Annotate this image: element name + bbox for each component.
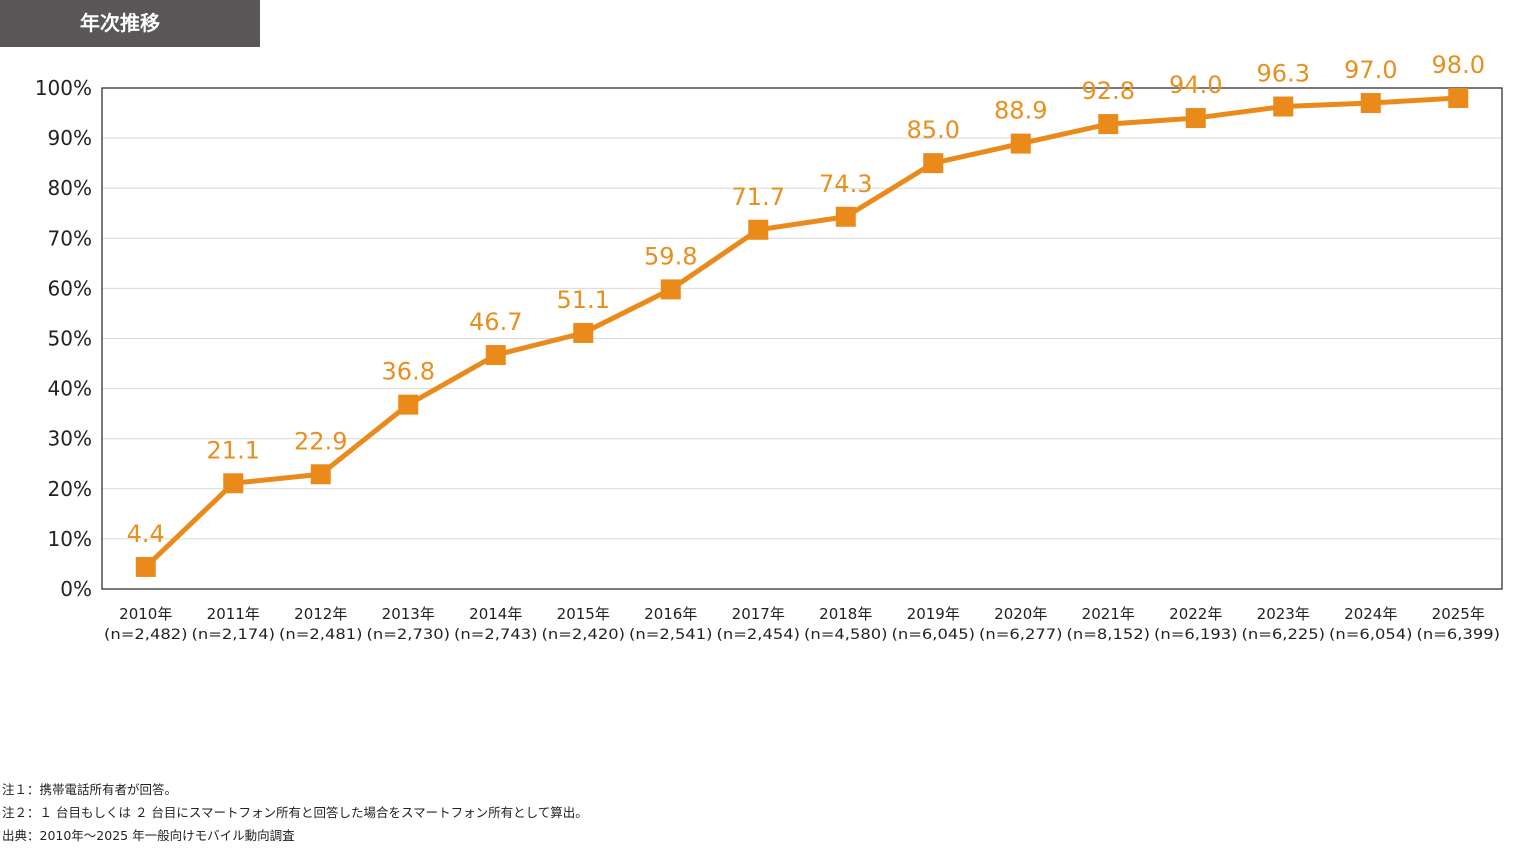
- x-tick-label-year: 2018年: [819, 605, 872, 623]
- x-tick-label-year: 2017年: [732, 605, 785, 623]
- y-tick-label: 10%: [48, 527, 92, 551]
- y-tick-label: 80%: [48, 176, 92, 200]
- data-label: 22.9: [294, 427, 347, 455]
- x-tick-label-year: 2014年: [469, 605, 522, 623]
- note-1: 注１：携帯電話所有者が回答。: [2, 782, 178, 797]
- x-tick-label-n: (n=2,743): [454, 627, 538, 643]
- plot-frame: [101, 87, 1503, 590]
- data-label: 92.8: [1082, 77, 1135, 105]
- series-line: [144, 95, 1459, 569]
- x-tick-label-n: (n=6,054): [1329, 627, 1413, 643]
- x-tick-label-n: (n=6,399): [1417, 627, 1501, 643]
- data-label: 51.1: [557, 286, 610, 314]
- x-tick-label-year: 2015年: [557, 605, 610, 623]
- line-chart: 0% 10% 20% 30% 40% 50% 60% 70% 80% 90% 100% 2010年 (n…: [35, 51, 1503, 643]
- data-point-marker: [135, 556, 156, 577]
- x-tick-label-year: 2019年: [907, 605, 960, 623]
- data-point-marker: [660, 279, 681, 300]
- data-label: 4.4: [127, 520, 165, 548]
- data-point-marker: [223, 473, 244, 494]
- x-tick-label-year: 2024年: [1344, 605, 1397, 623]
- data-label: 94.0: [1169, 71, 1222, 99]
- x-tick-label-n: (n=2,541): [629, 627, 713, 643]
- x-tick-label-year: 2012年: [294, 605, 347, 623]
- x-tick-label-n: (n=2,482): [104, 627, 188, 643]
- data-label: 36.8: [382, 358, 435, 386]
- data-point-marker: [1448, 88, 1469, 109]
- x-tick-label-n: (n=8,152): [1067, 627, 1151, 643]
- data-point-marker: [1185, 108, 1206, 129]
- x-tick-label-n: (n=6,193): [1154, 627, 1238, 643]
- source-note: 出典：2010年〜2025 年一般向けモバイル動向調査: [2, 828, 295, 843]
- x-tick-label-year: 2023年: [1257, 605, 1310, 623]
- y-tick-label: 30%: [48, 427, 92, 451]
- data-label: 96.3: [1257, 60, 1310, 88]
- x-tick-label-n: (n=2,454): [717, 627, 801, 643]
- y-tick-label: 20%: [48, 477, 92, 501]
- data-point-marker: [573, 322, 594, 343]
- x-tick-label-year: 2013年: [382, 605, 435, 623]
- data-label: 71.7: [732, 183, 785, 211]
- data-label: 85.0: [907, 116, 960, 144]
- x-tick-label-year: 2016年: [644, 605, 697, 623]
- data-label: 46.7: [469, 308, 522, 336]
- data-point-marker: [923, 153, 944, 174]
- data-point-marker: [310, 464, 331, 485]
- section-title-tab: 年次推移: [0, 0, 260, 47]
- x-tick-label-year: 2022年: [1169, 605, 1222, 623]
- x-tick-label-n: (n=6,225): [1242, 627, 1326, 643]
- data-point-marker: [398, 394, 419, 415]
- data-label: 97.0: [1344, 56, 1397, 84]
- data-point-marker: [1098, 114, 1119, 135]
- data-point-marker: [1360, 93, 1381, 114]
- x-tick-label-year: 2021年: [1082, 605, 1135, 623]
- y-tick-label: 70%: [48, 226, 92, 250]
- data-label: 21.1: [207, 436, 260, 464]
- x-tick-label-year: 2010年: [119, 605, 172, 623]
- x-tick-label-n: (n=2,174): [192, 627, 276, 643]
- x-tick-label-n: (n=2,730): [367, 627, 451, 643]
- x-tick-label-n: (n=4,580): [804, 627, 888, 643]
- x-tick-label-year: 2025年: [1432, 605, 1485, 623]
- data-point-marker: [485, 345, 506, 366]
- data-point-marker: [748, 219, 769, 240]
- x-tick-label-n: (n=6,045): [892, 627, 976, 643]
- x-tick-label-n: (n=2,420): [542, 627, 626, 643]
- x-tick-label-year: 2011年: [207, 605, 260, 623]
- data-label: 59.8: [644, 242, 697, 270]
- y-tick-label: 0%: [60, 577, 92, 601]
- y-tick-label: 90%: [48, 126, 92, 150]
- y-tick-label: 50%: [48, 327, 92, 351]
- x-tick-label-n: (n=2,481): [279, 627, 363, 643]
- data-label: 98.0: [1432, 51, 1485, 79]
- data-point-marker: [1010, 133, 1031, 154]
- data-point-marker: [835, 206, 856, 227]
- data-label: 88.9: [994, 97, 1047, 125]
- note-2: 注２：１ 台目もしくは ２ 台目にスマートフォン所有と回答した場合をスマートフォ…: [2, 805, 588, 820]
- data-point-marker: [1273, 96, 1294, 117]
- data-label: 74.3: [819, 170, 872, 198]
- x-tick-label-n: (n=6,277): [979, 627, 1063, 643]
- footnotes: 注１：携帯電話所有者が回答。 注２：１ 台目もしくは ２ 台目にスマートフォン所…: [2, 778, 588, 847]
- x-tick-label-year: 2020年: [994, 605, 1047, 623]
- y-tick-label: 40%: [48, 377, 92, 401]
- y-tick-label: 60%: [48, 276, 92, 300]
- y-tick-label: 100%: [35, 76, 92, 100]
